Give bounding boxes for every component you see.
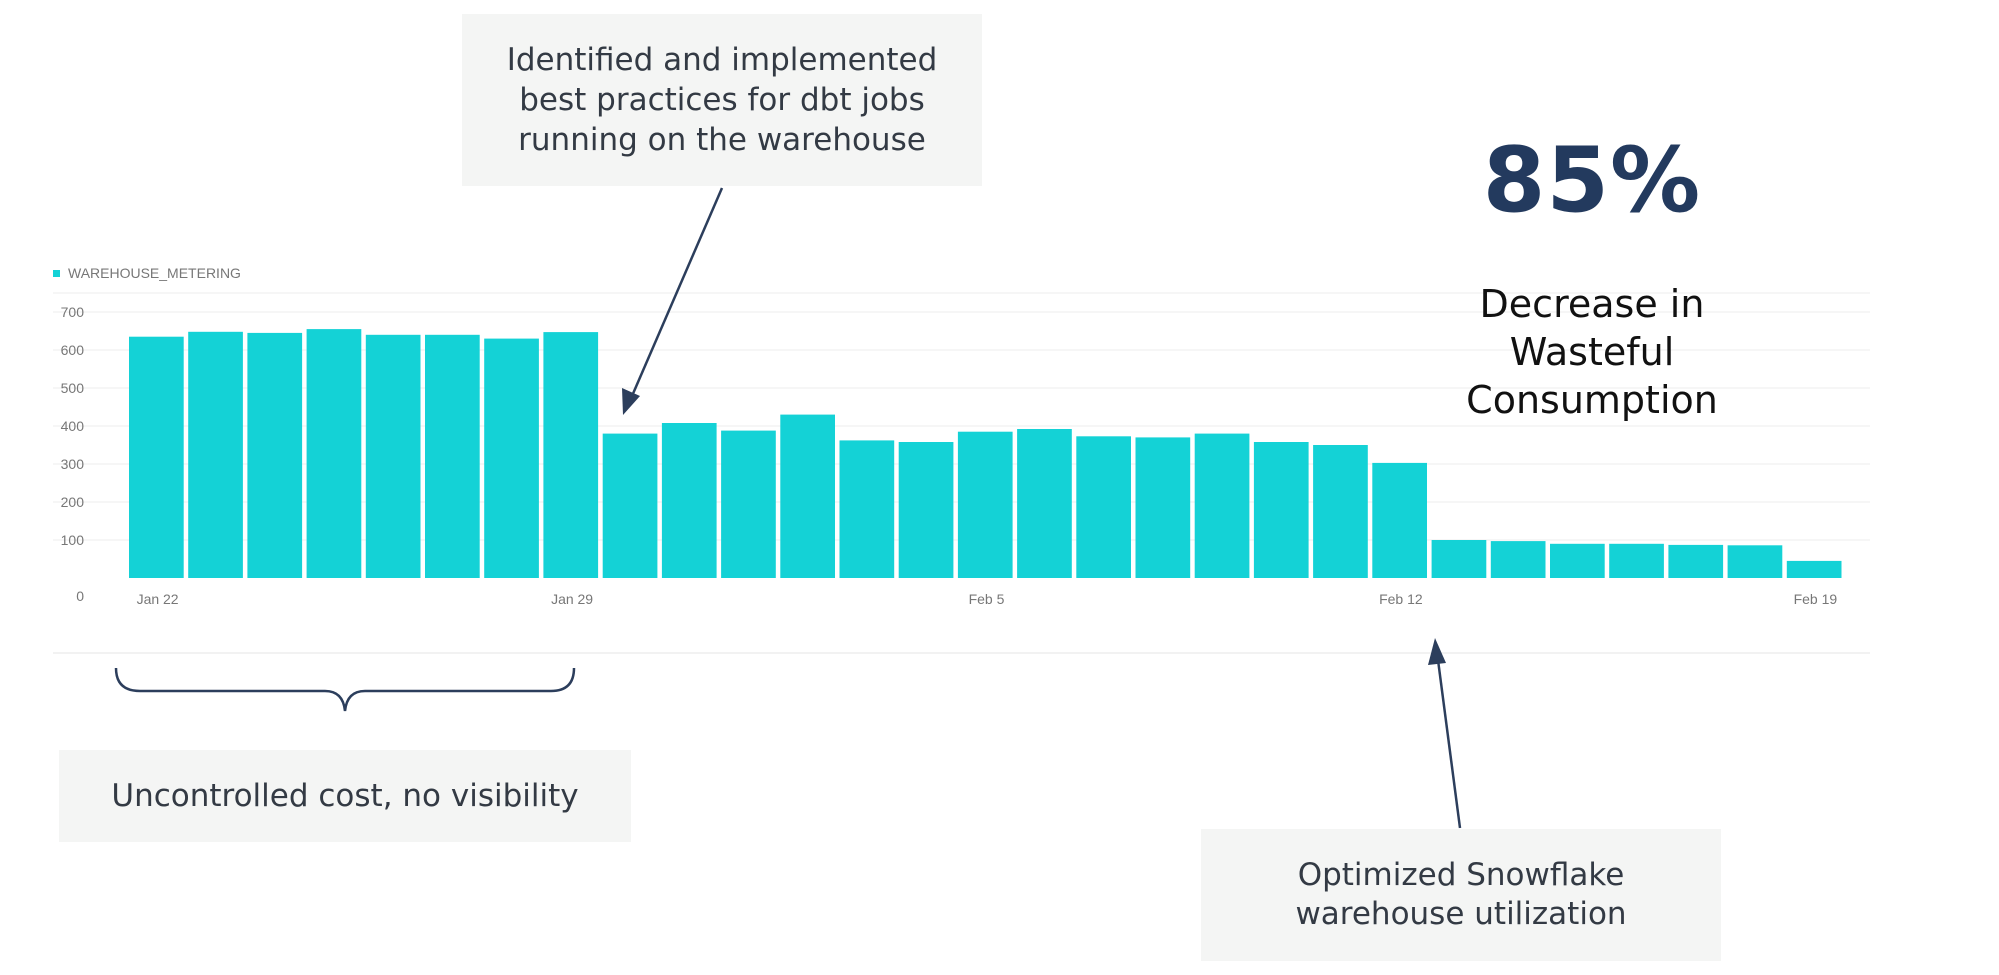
bar xyxy=(365,334,421,578)
bar xyxy=(1194,433,1250,578)
bar xyxy=(1431,540,1487,578)
kpi-value: 85% xyxy=(1482,128,1702,233)
bar xyxy=(306,329,362,578)
left-callout: Uncontrolled cost, no visibility xyxy=(59,750,631,842)
bar xyxy=(1609,543,1664,578)
bar xyxy=(543,332,599,578)
x-tick-label: Feb 12 xyxy=(1379,591,1423,607)
bar xyxy=(1490,541,1546,578)
bar xyxy=(1372,462,1427,578)
x-tick-label: Jan 22 xyxy=(137,591,179,607)
bar xyxy=(129,336,184,578)
bar xyxy=(1017,429,1072,578)
bar xyxy=(425,334,480,578)
bar xyxy=(1253,442,1309,578)
chart-legend: WAREHOUSE_METERING xyxy=(53,265,241,281)
right-callout-arrow xyxy=(1428,638,1462,829)
right-callout-line: warehouse utilization xyxy=(1295,896,1627,932)
x-tick-label: Feb 19 xyxy=(1794,591,1838,607)
bar xyxy=(721,430,776,578)
bar xyxy=(1786,560,1842,578)
y-tick-label: 0 xyxy=(76,588,84,604)
bar xyxy=(1076,436,1131,578)
range-brace xyxy=(114,667,576,712)
y-axis-ticks: 0 100 200 300 400 500 600 700 xyxy=(61,304,85,604)
top-callout-arrow xyxy=(622,187,724,415)
y-tick-label: 600 xyxy=(61,342,85,358)
x-tick-label: Feb 5 xyxy=(969,591,1005,607)
top-callout-line: Identified and implemented xyxy=(506,42,938,78)
right-callout: Optimized Snowflake warehouse utilizatio… xyxy=(1201,829,1721,961)
y-tick-label: 400 xyxy=(61,418,85,434)
bar xyxy=(1313,445,1368,578)
y-tick-label: 700 xyxy=(61,304,85,320)
x-tick-label: Jan 29 xyxy=(551,591,593,607)
bar xyxy=(898,442,954,578)
top-callout-line: running on the warehouse xyxy=(518,122,926,158)
bar xyxy=(1668,544,1724,578)
bar xyxy=(1135,437,1191,578)
legend-label: WAREHOUSE_METERING xyxy=(68,265,241,281)
y-tick-label: 300 xyxy=(61,456,85,472)
top-callout: Identified and implemented best practice… xyxy=(462,14,982,186)
bar xyxy=(484,338,539,578)
bar xyxy=(188,331,243,578)
left-callout-text: Uncontrolled cost, no visibility xyxy=(111,778,579,814)
top-callout-line: best practices for dbt jobs xyxy=(519,82,925,118)
kpi-label-line: Consumption xyxy=(1466,378,1718,422)
kpi-label: Decrease in Wasteful Consumption xyxy=(1392,280,1792,424)
bar xyxy=(602,433,658,578)
bar xyxy=(661,423,717,578)
bar xyxy=(1550,543,1605,578)
legend-swatch xyxy=(53,269,60,277)
chart-bars xyxy=(129,329,1842,578)
kpi-label-line: Decrease in xyxy=(1479,282,1705,326)
bar xyxy=(1727,545,1783,578)
bar xyxy=(839,440,895,578)
right-callout-line: Optimized Snowflake xyxy=(1297,857,1625,893)
y-tick-label: 200 xyxy=(61,494,85,510)
y-tick-label: 100 xyxy=(61,532,85,548)
y-tick-label: 500 xyxy=(61,380,85,396)
kpi-label-line: Wasteful xyxy=(1509,330,1675,374)
x-axis-ticks: Jan 22 Jan 29 Feb 5 Feb 12 Feb 19 xyxy=(137,591,1838,607)
bar xyxy=(780,414,835,578)
bar xyxy=(957,431,1013,578)
bar xyxy=(247,332,303,578)
